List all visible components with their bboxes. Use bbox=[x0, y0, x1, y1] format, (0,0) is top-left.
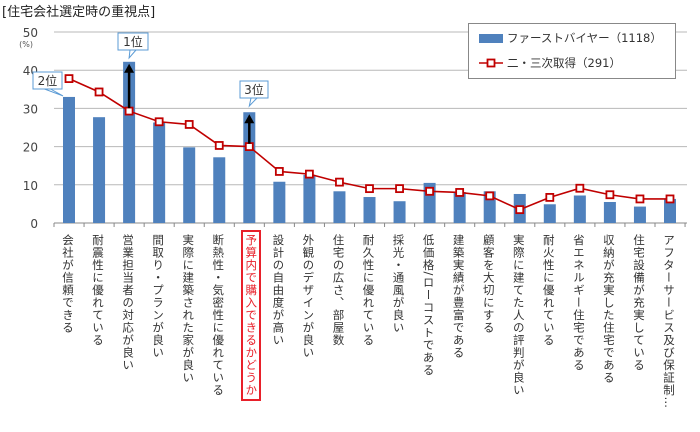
line-point bbox=[365, 184, 374, 194]
line-point bbox=[214, 141, 224, 150]
y-tick-label: 0 bbox=[30, 217, 38, 231]
x-category-label: 住宅設備が充実している bbox=[631, 234, 646, 372]
bar bbox=[273, 181, 286, 223]
bar bbox=[333, 191, 346, 223]
bar bbox=[543, 204, 556, 223]
x-category-label: 住宅の広さ、部屋数 bbox=[331, 234, 346, 347]
x-category-label: 建築実績が豊富である bbox=[451, 234, 466, 359]
line-point bbox=[94, 87, 104, 97]
bar bbox=[213, 157, 226, 223]
callout-pointer bbox=[248, 97, 258, 108]
legend-line-swatch bbox=[479, 58, 503, 68]
callout-box bbox=[239, 80, 269, 99]
line-point bbox=[335, 177, 344, 187]
bar bbox=[393, 201, 406, 223]
legend-label: ファーストバイヤー（1118） bbox=[507, 31, 662, 45]
bar bbox=[183, 147, 196, 223]
arrow-head bbox=[124, 63, 135, 73]
bar bbox=[243, 112, 256, 223]
bar bbox=[63, 96, 75, 223]
bar bbox=[153, 122, 166, 223]
y-tick-label: 20 bbox=[23, 141, 38, 155]
x-category-label: 耐久性に優れている bbox=[361, 234, 376, 347]
line-point bbox=[304, 169, 314, 179]
x-category-label: アフターサービス及び保証制… bbox=[662, 234, 676, 409]
x-category-label: 実際に建築された家が良い bbox=[181, 234, 196, 384]
bar bbox=[363, 197, 376, 223]
line-point bbox=[485, 191, 495, 201]
line-point bbox=[64, 74, 74, 84]
legend-label: 二・三次取得（291） bbox=[507, 56, 621, 70]
x-category-label: 営業担当者の対応が良い bbox=[121, 234, 136, 372]
callout-pointer bbox=[44, 88, 64, 97]
bar bbox=[573, 195, 586, 223]
x-category-label: 予算内で購入できるかどうか bbox=[241, 230, 262, 401]
line-point bbox=[665, 194, 675, 204]
line-point bbox=[515, 205, 525, 215]
x-category-label: 採光・通風が良い bbox=[391, 234, 406, 334]
callout-box bbox=[117, 32, 149, 51]
bar bbox=[664, 198, 676, 223]
bar bbox=[93, 117, 106, 223]
arrow-head bbox=[244, 114, 255, 124]
legend-item-bar: ファーストバイヤー（1118） bbox=[479, 30, 662, 46]
legend-bar-swatch bbox=[479, 33, 503, 43]
x-category-label: 断熱性・気密性に優れている bbox=[211, 234, 226, 397]
line-point bbox=[395, 184, 404, 194]
bar bbox=[603, 201, 616, 223]
line-point bbox=[575, 183, 585, 193]
callout-pointer bbox=[128, 49, 137, 60]
callout-label: 2位 bbox=[38, 73, 58, 88]
x-category-label: 実際に建てた人の評判が良い bbox=[511, 234, 526, 397]
x-category-label: 顧客を大切にする bbox=[481, 234, 496, 334]
bar bbox=[123, 61, 136, 223]
y-tick-label: 30 bbox=[23, 102, 38, 116]
legend-item-line: 二・三次取得（291） bbox=[479, 55, 621, 71]
x-category-label: 会社が信頼できる bbox=[61, 234, 75, 334]
legend: ファーストバイヤー（1118） 二・三次取得（291） bbox=[468, 23, 676, 79]
line-point bbox=[455, 188, 465, 197]
callout-box bbox=[32, 71, 63, 90]
line-point bbox=[154, 117, 164, 127]
bar bbox=[453, 192, 466, 223]
line-point bbox=[274, 167, 284, 176]
x-category-label: 収納が充実した住宅である bbox=[601, 234, 616, 384]
line-point bbox=[545, 193, 555, 202]
x-category-label: 間取り・プランが良い bbox=[151, 234, 166, 359]
line-point bbox=[605, 190, 615, 200]
bar bbox=[303, 174, 316, 223]
line-point bbox=[425, 186, 435, 196]
callout-label: 1位 bbox=[123, 34, 143, 49]
x-category-label: 省エネルギー住宅である bbox=[571, 234, 586, 372]
x-category-label: 低価格/ローコストである bbox=[421, 234, 436, 377]
line-point bbox=[184, 120, 194, 129]
callout-label: 3位 bbox=[244, 82, 264, 97]
x-category-label: 設計の自由度が高い bbox=[271, 234, 286, 347]
y-tick-label: 10 bbox=[23, 179, 38, 193]
line-point bbox=[635, 194, 645, 204]
x-category-label: 耐震性に優れている bbox=[91, 234, 106, 347]
bar bbox=[633, 206, 646, 223]
x-category-label: 外観のデザインが良い bbox=[301, 234, 316, 359]
y-tick-label: 50 bbox=[23, 26, 38, 40]
x-category-label: 耐火性に優れている bbox=[541, 234, 556, 347]
line-point bbox=[244, 142, 254, 152]
y-axis-unit: (%) bbox=[19, 40, 33, 49]
chart-title: [住宅会社選定時の重視点] bbox=[2, 5, 156, 20]
line-point bbox=[124, 106, 134, 116]
